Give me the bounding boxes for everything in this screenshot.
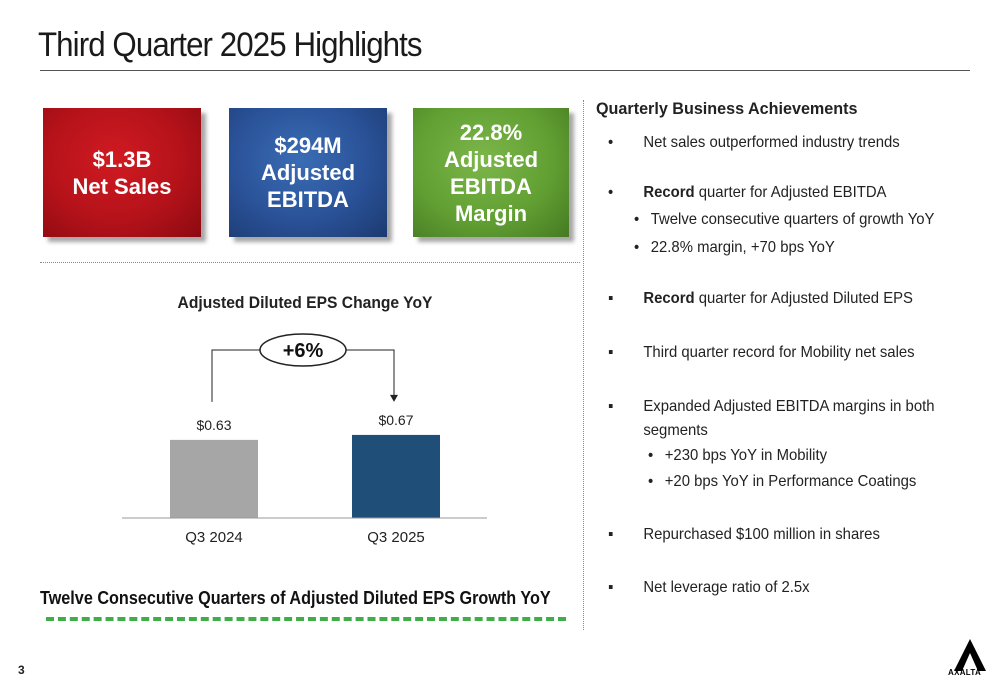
achievement-text: 22.8% margin, +70 bps YoY [634,236,978,260]
bullet-marker: ▪ [608,344,614,361]
achievement-subitem: • +230 bps YoY in Mobility [648,444,992,468]
achievement-subitem: • 22.8% margin, +70 bps YoY [634,236,978,260]
achievement-text: Third quarter record for Mobility net sa… [608,341,952,365]
achievement-item: • Net sales outperformed industry trends [608,131,952,155]
column-divider [583,100,584,630]
x-tick-label: Q3 2025 [367,529,425,546]
achievement-text: Expanded Adjusted EBITDA margins in both… [608,395,943,443]
achievement-body: Net leverage ratio of 2.5x [643,579,810,596]
emphasis-text: Record [643,184,695,201]
kpi-value: $1.3B [92,146,152,172]
change-label: +6% [283,340,324,362]
achievement-body: quarter for Adjusted EBITDA [694,184,887,201]
bullet-marker: • [648,447,654,464]
achievement-body: +230 bps YoY in Mobility [664,447,828,464]
achievements-heading: Quarterly Business Achievements [596,99,858,118]
achievement-body: Repurchased $100 million in shares [643,526,880,543]
eps-growth-claim: Twelve Consecutive Quarters of Adjusted … [40,588,551,608]
section-divider [40,262,580,263]
data-label: $0.67 [378,412,413,428]
title-divider [40,70,970,71]
bullet-marker: • [634,239,640,256]
data-label: $0.63 [196,417,231,433]
achievement-text: Net sales outperformed industry trends [608,131,952,155]
kpi-label: EBITDA Margin [450,173,532,226]
kpi-tile-ebitda-margin: 22.8% Adjusted EBITDA Margin [413,108,569,237]
bullet-marker: • [648,473,654,490]
kpi-label: EBITDA [267,187,349,212]
logo-wordmark: AXALTA [948,668,982,677]
kpi-label: Adjusted [443,146,539,172]
bullet-marker: • [608,184,614,201]
achievement-body: 22.8% margin, +70 bps YoY [650,239,835,256]
kpi-value: $294M [274,133,342,158]
kpi-label: Net Sales [72,173,172,199]
kpi-tile-net-sales: $1.3B Net Sales [43,108,201,237]
achievement-text: Repurchased $100 million in shares [608,523,952,547]
bar-q3-2024 [170,439,258,518]
achievement-body: quarter for Adjusted Diluted EPS [694,290,913,307]
achievement-text: Net leverage ratio of 2.5x [608,576,952,600]
achievement-body: Third quarter record for Mobility net sa… [643,344,915,361]
kpi-value: 22.8% [459,119,523,145]
achievement-body: Expanded Adjusted EBITDA margins in both… [643,398,935,439]
bullet-marker: ▪ [608,398,614,415]
connector-arrowhead [390,394,398,402]
bullet-marker: • [608,134,614,151]
emphasis-text: Record [643,290,695,307]
achievement-item: ▪ Expanded Adjusted EBITDA margins in bot… [608,395,943,443]
bullet-marker: ▪ [608,526,614,543]
page-number: 3 [18,663,25,677]
bullet-marker: ▪ [608,290,614,307]
bullet-marker: ▪ [608,579,614,596]
kpi-tile-adjusted-ebitda: $294M Adjusted EBITDA [229,108,387,237]
achievement-item: ▪ Repurchased $100 million in shares [608,523,952,547]
change-oval [259,333,347,367]
achievement-text: +230 bps YoY in Mobility [648,444,992,468]
achievement-item: ▪ Record quarter for Adjusted Diluted EPS [608,287,952,311]
achievement-item: ▪ Net leverage ratio of 2.5x [608,576,952,600]
achievement-item: ▪ Third quarter record for Mobility net s… [608,341,952,365]
green-dashed-underline [46,617,566,621]
achievement-subitem: • Twelve consecutive quarters of growth Y… [634,208,978,232]
bar-q3-2025 [352,434,440,518]
achievement-text: Twelve consecutive quarters of growth Yo… [634,208,978,232]
axalta-logo-icon [954,639,986,671]
chart-title: Adjusted Diluted EPS Change YoY [177,293,433,312]
achievement-body: +20 bps YoY in Performance Coatings [664,473,917,490]
achievement-text: +20 bps YoY in Performance Coatings [648,470,992,494]
achievement-body: Twelve consecutive quarters of growth Yo… [650,211,935,228]
page-title: Third Quarter 2025 Highlights [38,26,423,64]
eps-bar-chart: $0.63 Q3 2024 $0.67 Q3 2025 +6% [122,333,487,546]
x-tick-label: Q3 2024 [185,529,243,546]
achievement-body: Net sales outperformed industry trends [643,134,900,151]
achievement-item: • Record quarter for Adjusted EBITDA [608,181,952,205]
achievement-subitem: • +20 bps YoY in Performance Coatings [648,470,992,494]
bullet-marker: • [634,211,640,228]
achievement-text: Record quarter for Adjusted EBITDA [608,181,952,205]
achievement-text: Record quarter for Adjusted Diluted EPS [608,287,952,311]
kpi-label: Adjusted [260,160,356,185]
